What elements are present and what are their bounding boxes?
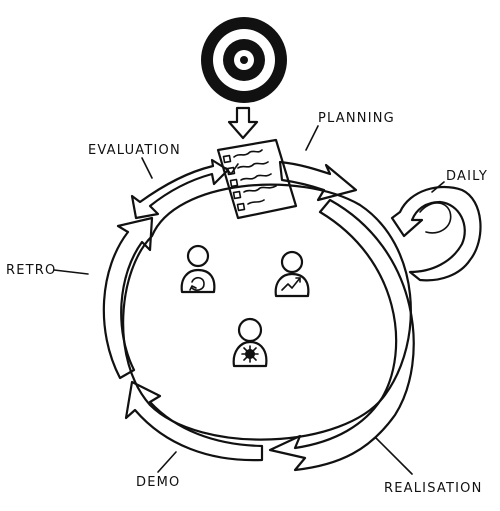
planning-leader-line: [305, 125, 319, 151]
label-retro: RETRO: [6, 263, 56, 278]
cycle-arrow-left: [102, 216, 154, 380]
target-icon: [201, 17, 287, 103]
cycle-arrow-top-right: [278, 160, 358, 202]
label-planning: PLANNING: [318, 111, 395, 126]
person-cycle-icon: [180, 244, 216, 294]
retro-leader-line: [53, 269, 89, 275]
evaluation-leader-line: [141, 157, 153, 179]
realisation-leader-line: [375, 437, 413, 475]
person-gear-icon: [232, 317, 268, 368]
label-evaluation: EVALUATION: [88, 143, 181, 158]
label-realisation: REALISATION: [384, 481, 483, 496]
daily-leader-line: [431, 181, 445, 193]
cycle-arrow-top-left: [130, 158, 230, 220]
checklist-icon: [216, 138, 298, 220]
label-demo: DEMO: [136, 475, 180, 490]
down-arrow-icon: [227, 106, 259, 140]
cycle-arrow-right: [268, 198, 415, 472]
team-circle: [122, 183, 412, 441]
daily-inner-curl: [419, 202, 452, 234]
demo-leader-line: [157, 451, 177, 473]
cycle-arrow-bottom-left: [124, 380, 264, 462]
person-chart-icon: [274, 250, 310, 298]
label-daily: DAILY: [446, 169, 488, 184]
